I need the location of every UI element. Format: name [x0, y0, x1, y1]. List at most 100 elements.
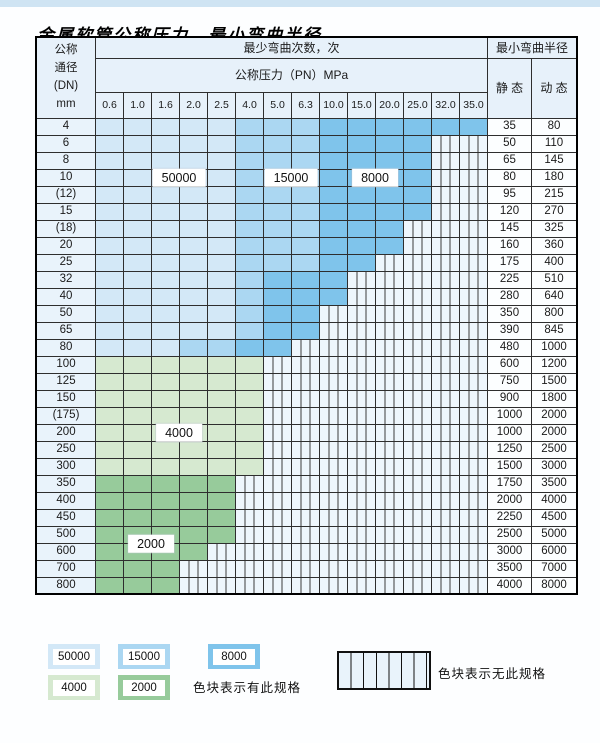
no-spec-cell — [403, 542, 432, 561]
spec-cell — [123, 423, 152, 442]
no-spec-cell — [431, 287, 460, 306]
spec-cell — [151, 389, 180, 408]
no-spec-cell — [459, 253, 488, 272]
dn-cell: (175) — [35, 406, 96, 425]
spec-cell — [95, 168, 124, 187]
spec-cell — [179, 457, 208, 476]
spec-cell — [291, 151, 320, 170]
table-row-dn-32: 32 225 510 — [35, 270, 578, 289]
spec-cell — [403, 151, 432, 170]
cycle-count-label: 50000 — [152, 168, 206, 187]
spec-cell — [151, 474, 180, 493]
no-spec-cell — [375, 576, 404, 595]
spec-cell — [179, 117, 208, 136]
spec-cell — [95, 338, 124, 357]
spec-cell — [207, 321, 236, 340]
dn-cell: 15 — [35, 202, 96, 221]
no-spec-cell — [431, 253, 460, 272]
dynamic-radius-cell: 2000 — [531, 423, 578, 442]
dynamic-radius-cell: 2000 — [531, 406, 578, 425]
no-spec-cell — [347, 338, 376, 357]
spec-cell — [123, 576, 152, 595]
static-radius-cell: 95 — [487, 185, 532, 204]
spec-cell — [151, 151, 180, 170]
no-spec-cell — [431, 525, 460, 544]
legend-striped-box — [337, 651, 431, 690]
legend: 50000 15000 8000 4000 2000 色块表示有此规格 色块表示无此规格 — [0, 638, 600, 718]
spec-cell — [95, 253, 124, 272]
no-spec-cell — [347, 321, 376, 340]
spec-cell — [179, 338, 208, 357]
spec-cell — [207, 389, 236, 408]
spec-cell — [207, 185, 236, 204]
no-spec-cell — [235, 508, 264, 527]
no-spec-cell — [431, 219, 460, 238]
dn-cell: 700 — [35, 559, 96, 578]
spec-cell — [123, 270, 152, 289]
no-spec-cell — [459, 304, 488, 323]
spec-cell — [319, 253, 348, 272]
spec-cell — [179, 236, 208, 255]
spec-cell — [95, 559, 124, 578]
no-spec-cell — [403, 270, 432, 289]
spec-cell — [235, 151, 264, 170]
table-row-dn-4: 4 35 80 — [35, 117, 578, 136]
no-spec-cell — [291, 355, 320, 374]
no-spec-cell — [375, 355, 404, 374]
no-spec-cell — [459, 287, 488, 306]
no-spec-cell — [319, 372, 348, 391]
dynamic-radius-cell: 8000 — [531, 576, 578, 595]
spec-cell — [207, 253, 236, 272]
static-radius-cell: 225 — [487, 270, 532, 289]
spec-cell — [263, 338, 292, 357]
no-spec-cell — [263, 372, 292, 391]
static-radius-cell: 160 — [487, 236, 532, 255]
static-radius-cell: 1250 — [487, 440, 532, 459]
spec-cell — [235, 372, 264, 391]
spec-cell — [263, 270, 292, 289]
dn-cell: 250 — [35, 440, 96, 459]
spec-cell — [431, 117, 460, 136]
legend-swatch-8000: 8000 — [208, 644, 260, 669]
static-radius-cell: 3500 — [487, 559, 532, 578]
table-body: 4 35 80 6 50 110 8 65 145 10 50000 15000 8000 80 180 (1… — [35, 117, 578, 595]
legend-swatch-4000: 4000 — [48, 675, 100, 700]
spec-cell — [151, 406, 180, 425]
spec-cell: 15000 — [263, 168, 318, 187]
static-radius-cell: 750 — [487, 372, 532, 391]
spec-cell — [263, 151, 292, 170]
static-radius-cell: 280 — [487, 287, 532, 306]
dynamic-radius-cell: 4500 — [531, 508, 578, 527]
dn-cell: 8 — [35, 151, 96, 170]
legend-swatch-value: 15000 — [123, 648, 165, 665]
dn-cell: 10 — [35, 168, 96, 187]
spec-cell — [319, 117, 348, 136]
no-spec-cell — [347, 304, 376, 323]
spec-cell — [151, 576, 180, 595]
spec-cell — [207, 406, 236, 425]
no-spec-cell — [459, 389, 488, 408]
spec-table-wrapper: 公称 通径 (DN) mm 最少弯曲次数，次 最小弯曲半径 公称压力（PN）MP… — [35, 36, 578, 595]
spec-cell — [95, 423, 124, 442]
no-spec-cell — [375, 321, 404, 340]
no-spec-cell — [347, 491, 376, 510]
no-spec-cell — [403, 525, 432, 544]
spec-cell — [291, 185, 320, 204]
table-row-dn-700: 700 3500 7000 — [35, 559, 578, 578]
cycle-count-label: 4000 — [156, 423, 202, 442]
no-spec-cell — [347, 270, 376, 289]
spec-cell — [123, 185, 152, 204]
no-spec-cell — [319, 423, 348, 442]
no-spec-cell — [375, 440, 404, 459]
dynamic-radius-cell: 1500 — [531, 372, 578, 391]
header-min-bend-cycles: 最少弯曲次数，次 — [95, 36, 488, 59]
no-spec-cell — [319, 321, 348, 340]
top-decor-strip — [0, 0, 600, 7]
no-spec-cell — [375, 508, 404, 527]
pressure-col-header: 35.0 — [459, 91, 488, 119]
no-spec-cell — [403, 559, 432, 578]
spec-cell — [207, 338, 236, 357]
table-row-dn-800: 800 4000 8000 — [35, 576, 578, 595]
spec-cell — [179, 134, 208, 153]
table-row-dn-65: 65 390 845 — [35, 321, 578, 340]
